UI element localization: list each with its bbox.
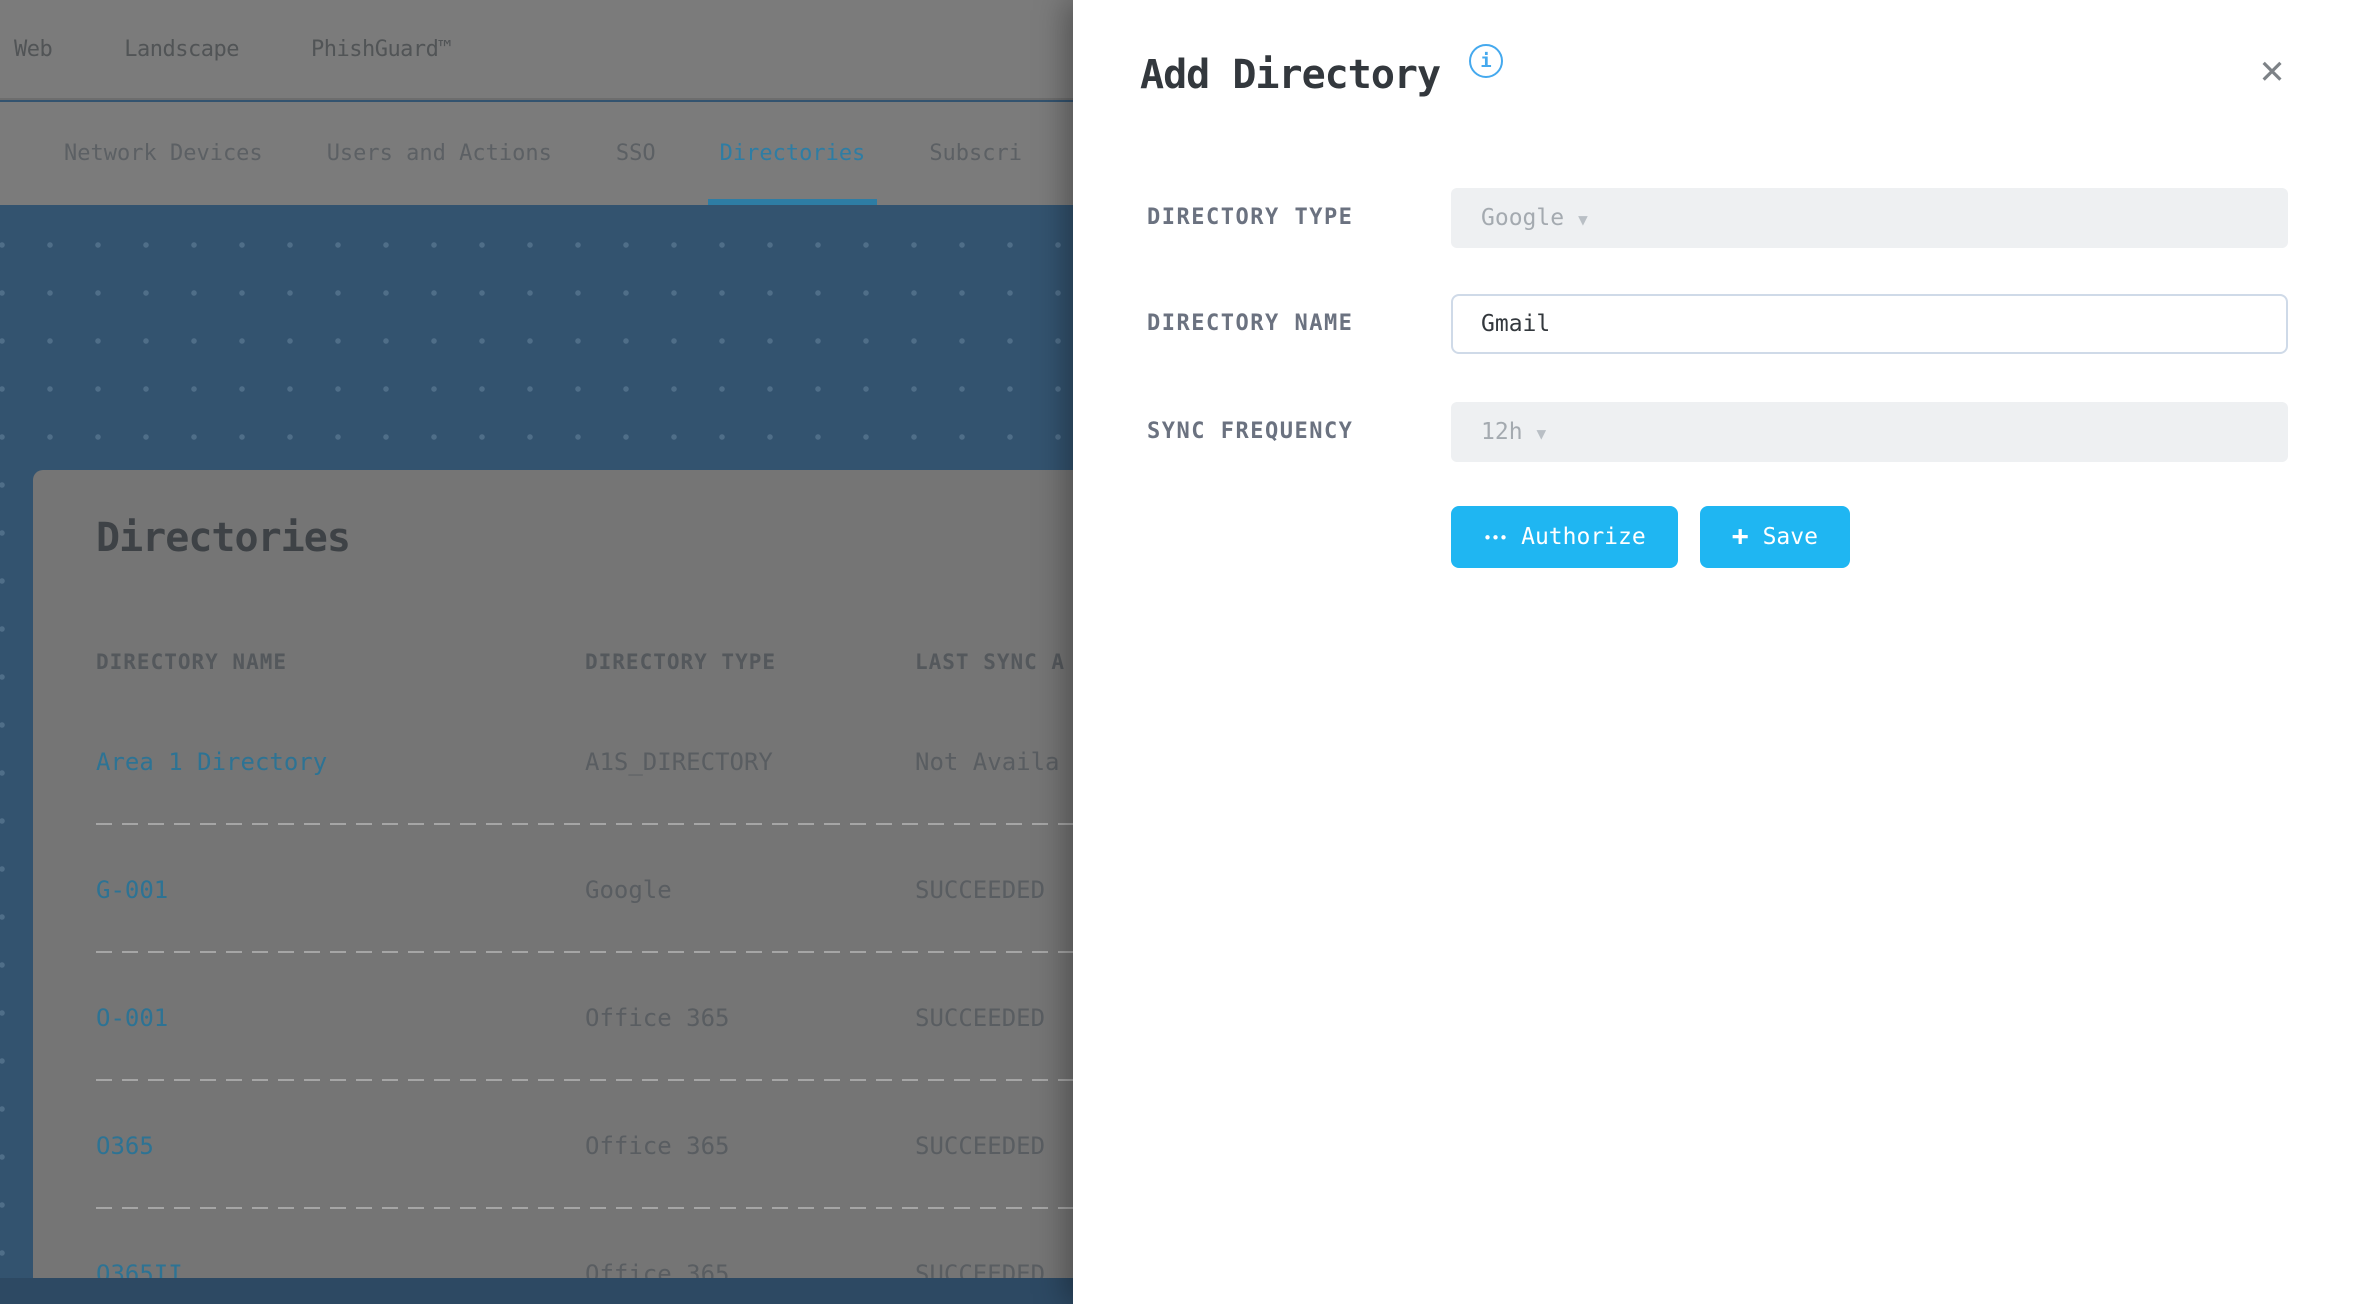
directory-link[interactable]: G-001 bbox=[96, 876, 169, 904]
sync-frequency-value: 12h bbox=[1481, 419, 1523, 445]
directory-name-input[interactable] bbox=[1451, 294, 2288, 354]
close-icon[interactable]: ✕ bbox=[2259, 47, 2285, 93]
page-title: Directories bbox=[96, 515, 351, 561]
ellipsis-icon: ••• bbox=[1483, 529, 1508, 547]
table-row: O-001 Office 365 SUCCEEDED bbox=[33, 1004, 1123, 1044]
directory-type-select[interactable]: Google ▼ bbox=[1451, 188, 2288, 248]
directory-type-cell: Office 365 bbox=[585, 1004, 730, 1032]
row-divider bbox=[96, 823, 1123, 825]
nav-item-landscape[interactable]: Landscape bbox=[124, 36, 239, 62]
table-row: O365 Office 365 SUCCEEDED bbox=[33, 1132, 1123, 1172]
directory-type-cell: Google bbox=[585, 876, 672, 904]
directory-type-label: DIRECTORY TYPE bbox=[1147, 205, 1354, 230]
table-header-row: DIRECTORY NAME DIRECTORY TYPE LAST SYNC … bbox=[33, 650, 1123, 690]
authorize-button-label: Authorize bbox=[1521, 524, 1646, 550]
chevron-down-icon: ▼ bbox=[1578, 210, 1588, 229]
last-sync-cell: SUCCEEDED bbox=[915, 1132, 1046, 1160]
directory-type-cell: A1S_DIRECTORY bbox=[585, 748, 773, 776]
tab-sso[interactable]: SSO bbox=[615, 141, 656, 166]
tab-network-devices[interactable]: Network Devices bbox=[64, 141, 263, 166]
last-sync-cell: SUCCEEDED bbox=[915, 876, 1046, 904]
chevron-down-icon: ▼ bbox=[1536, 424, 1547, 443]
directories-card: Directories DIRECTORY NAME DIRECTORY TYP… bbox=[33, 470, 1123, 1304]
tab-directories[interactable]: Directories bbox=[707, 102, 877, 205]
tab-subscription[interactable]: Subscri bbox=[929, 141, 1023, 166]
plus-icon: + bbox=[1731, 519, 1749, 552]
column-header-directory-name: DIRECTORY NAME bbox=[96, 650, 288, 674]
sync-frequency-row: SYNC FREQUENCY 12h ▼ bbox=[1073, 402, 2356, 462]
panel-title: Add Directory bbox=[1140, 52, 1441, 98]
save-button-label: Save bbox=[1762, 524, 1818, 550]
row-divider bbox=[96, 1207, 1123, 1209]
authorize-button[interactable]: ••• Authorize bbox=[1451, 506, 1678, 568]
sync-frequency-select[interactable]: 12h ▼ bbox=[1451, 402, 2288, 462]
nav-item-web[interactable]: Web bbox=[14, 36, 53, 62]
last-sync-cell: SUCCEEDED bbox=[915, 1004, 1046, 1032]
table-row: G-001 Google SUCCEEDED bbox=[33, 876, 1123, 916]
save-button[interactable]: + Save bbox=[1699, 506, 1850, 568]
sync-frequency-label: SYNC FREQUENCY bbox=[1147, 419, 1354, 444]
directory-link[interactable]: Area 1 Directory bbox=[96, 748, 328, 776]
directory-type-row: DIRECTORY TYPE Google ▼ bbox=[1073, 188, 2356, 248]
nav-item-phishguard[interactable]: PhishGuard™ bbox=[310, 36, 452, 62]
row-divider bbox=[96, 951, 1123, 953]
directory-name-label: DIRECTORY NAME bbox=[1147, 311, 1354, 336]
column-header-last-sync: LAST SYNC A bbox=[915, 650, 1066, 674]
add-directory-panel: Add Directory i ✕ DIRECTORY TYPE Google … bbox=[1073, 0, 2356, 1304]
directory-link[interactable]: O-001 bbox=[96, 1004, 169, 1032]
directory-type-value: Google bbox=[1481, 205, 1565, 231]
directory-link[interactable]: O365 bbox=[96, 1132, 154, 1160]
last-sync-cell: Not Availa bbox=[915, 748, 1060, 776]
info-icon[interactable]: i bbox=[1469, 44, 1503, 78]
panel-actions: ••• Authorize + Save bbox=[1451, 506, 1850, 568]
row-divider bbox=[96, 1079, 1123, 1081]
table-row: Area 1 Directory A1S_DIRECTORY Not Avail… bbox=[33, 748, 1123, 788]
directory-type-cell: Office 365 bbox=[585, 1132, 730, 1160]
column-header-directory-type: DIRECTORY TYPE bbox=[585, 650, 777, 674]
directory-name-row: DIRECTORY NAME bbox=[1073, 294, 2356, 354]
tab-users-and-actions[interactable]: Users and Actions bbox=[326, 141, 552, 166]
